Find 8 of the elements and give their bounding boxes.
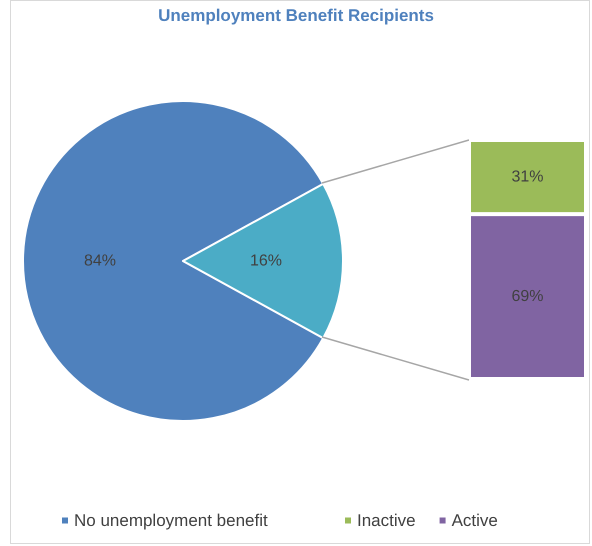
legend-label: Inactive	[357, 511, 416, 530]
legend-label: Active	[452, 511, 498, 530]
data-label: 31%	[511, 168, 544, 186]
data-label: 84%	[84, 252, 116, 270]
data-label: 69%	[511, 288, 544, 306]
legend-label: No unemployment benefit	[74, 511, 268, 530]
data-label: 16%	[250, 252, 282, 270]
chart-title: Unemployment Benefit Recipients	[158, 6, 434, 25]
